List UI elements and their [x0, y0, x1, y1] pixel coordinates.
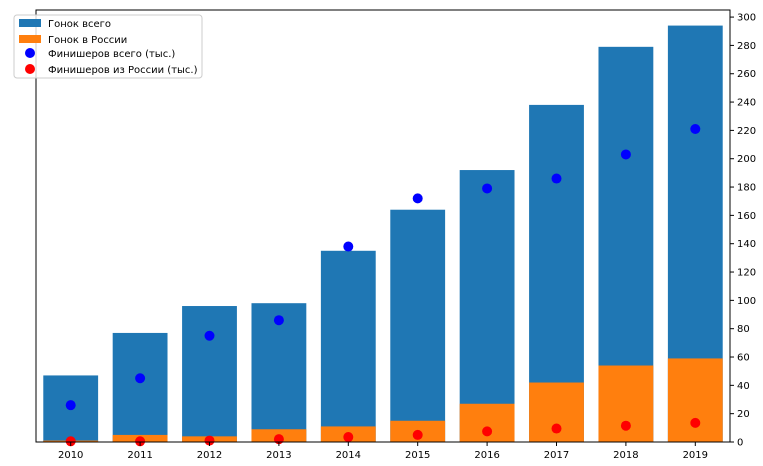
x-tick-label: 2011	[127, 450, 152, 461]
point-russia-finishers-2010	[65, 436, 76, 447]
x-tick-label: 2016	[474, 450, 499, 461]
point-total-finishers-2017	[551, 173, 562, 184]
x-tick-label: 2010	[58, 450, 83, 461]
y-tick-label: 260	[737, 69, 756, 80]
bar-russia-races-2019	[667, 358, 723, 442]
bar-total-races-2015	[390, 209, 446, 442]
point-russia-finishers-2014	[343, 432, 354, 443]
point-total-finishers-2012	[204, 330, 215, 341]
legend: Гонок всего Гонок в России Финишеров все…	[13, 14, 203, 79]
point-total-finishers-2016	[482, 183, 493, 194]
point-total-finishers-2013	[273, 315, 284, 326]
y-tick-label: 40	[737, 381, 750, 392]
y-tick-label: 220	[737, 126, 756, 137]
y-tick-label: 20	[737, 409, 750, 420]
y-tick-label: 160	[737, 211, 756, 222]
bar-total-races-2011	[112, 332, 168, 442]
y-tick-label: 280	[737, 41, 756, 52]
point-russia-finishers-2017	[551, 423, 562, 434]
y-axis: 0 20 40 60 80 100 120 140 160 180 200 220 240 260 280 3…	[730, 13, 756, 449]
x-tick-label: 2013	[266, 450, 291, 461]
y-tick-label: 300	[737, 13, 756, 24]
legend-box	[13, 14, 203, 79]
point-total-finishers-2011	[135, 373, 146, 384]
x-axis: 2010 2011 2012 2013 2014 2015 2016 2017 2018 2019	[58, 442, 708, 461]
y-tick-label: 240	[737, 98, 756, 109]
x-tick-label: 2014	[336, 450, 361, 461]
x-tick-label: 2018	[613, 450, 638, 461]
point-russia-finishers-2012	[204, 435, 215, 446]
point-russia-finishers-2018	[620, 420, 631, 431]
bar-total-races-2012	[182, 306, 237, 442]
legend-swatch-total-races	[19, 19, 41, 27]
legend-label-russia-races: Гонок в России	[48, 35, 127, 46]
point-total-finishers-2019	[690, 123, 701, 134]
bar-total-races-2014	[320, 250, 376, 442]
legend-marker-russia-finishers	[25, 64, 35, 74]
y-tick-label: 100	[737, 296, 756, 307]
plot-frame	[35, 9, 731, 443]
y-tick-label: 0	[737, 438, 743, 449]
bars-layer	[43, 25, 723, 443]
legend-label-total-finishers: Финишеров всего (тыс.)	[48, 49, 175, 60]
point-russia-finishers-2015	[412, 429, 423, 440]
y-tick-label: 60	[737, 353, 750, 364]
y-tick-label: 140	[737, 239, 756, 250]
legend-marker-total-finishers	[25, 48, 35, 58]
x-tick-label: 2015	[405, 450, 430, 461]
points-layer	[65, 123, 701, 447]
y-tick-label: 180	[737, 183, 756, 194]
point-total-finishers-2018	[620, 149, 631, 160]
point-total-finishers-2015	[412, 193, 423, 204]
legend-swatch-russia-races	[19, 35, 41, 43]
point-russia-finishers-2011	[135, 436, 146, 447]
bar-total-races-2016	[459, 170, 515, 442]
x-tick-label: 2017	[544, 450, 569, 461]
y-tick-label: 80	[737, 324, 750, 335]
legend-label-total-races: Гонок всего	[48, 19, 111, 30]
x-tick-label: 2019	[683, 450, 708, 461]
point-total-finishers-2010	[65, 400, 76, 411]
legend-label-russia-finishers: Финишеров из России (тыс.)	[48, 65, 198, 76]
bar-total-races-2013	[251, 303, 307, 442]
x-tick-label: 2012	[197, 450, 222, 461]
point-russia-finishers-2016	[482, 426, 493, 437]
point-russia-finishers-2019	[690, 417, 701, 428]
point-total-finishers-2014	[343, 241, 354, 252]
y-tick-label: 120	[737, 268, 756, 279]
y-tick-label: 200	[737, 154, 756, 165]
